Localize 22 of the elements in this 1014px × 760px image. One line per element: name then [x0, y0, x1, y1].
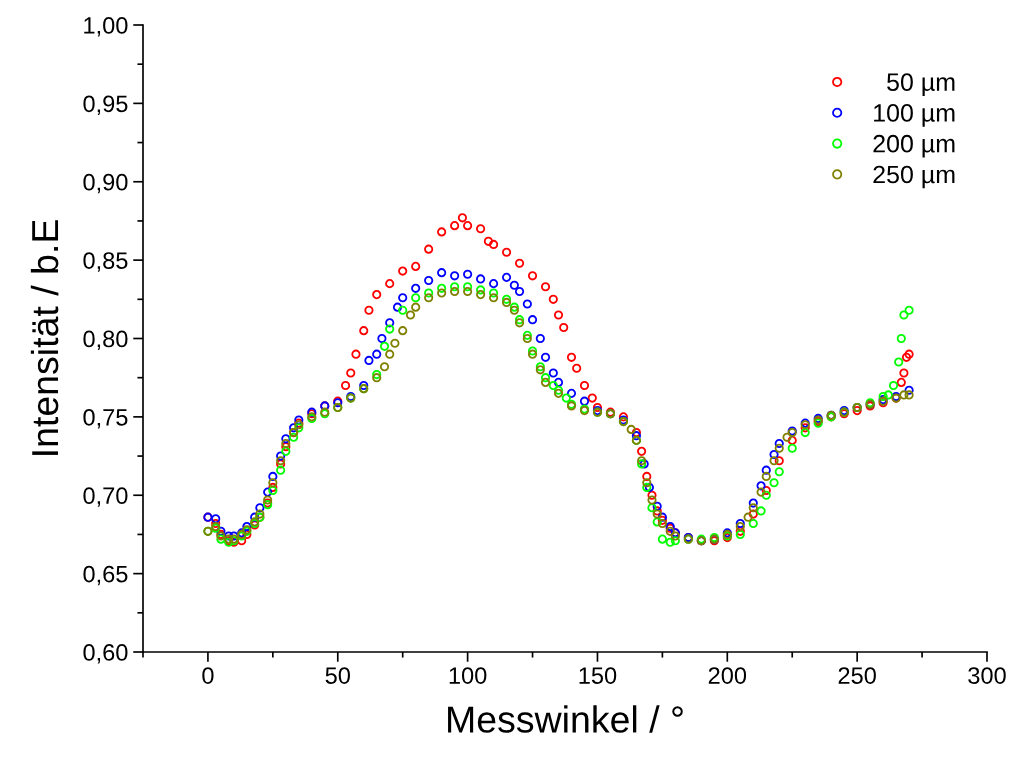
legend-label: 50 µm — [887, 73, 955, 96]
y-tick-label: 0,70 — [83, 487, 128, 507]
x-tick-label: 200 — [708, 667, 747, 684]
y-tick-label: 0,65 — [83, 565, 128, 586]
y-tick-label: 1,00 — [84, 17, 128, 37]
x-tick-label: 150 — [579, 667, 617, 684]
x-tick-label: 50 — [325, 667, 350, 684]
y-tick-label: 0,90 — [83, 173, 128, 194]
y-tick-label: 0,80 — [83, 330, 128, 351]
x-tick-label: 300 — [968, 667, 1006, 684]
legend-label: 200 µm — [873, 134, 955, 158]
y-tick-label: 0,95 — [83, 95, 128, 115]
legend-label: 250 µm — [873, 165, 955, 189]
y-tick-label: 0,75 — [83, 408, 128, 429]
x-tick-label: 0 — [202, 667, 214, 684]
x-axis-title: Messwinkel / ° — [448, 705, 683, 733]
y-axis-title: Intensität / b.E — [30, 220, 59, 455]
x-tick-label: 250 — [838, 667, 876, 684]
legend-label: 100 µm — [874, 104, 955, 127]
y-tick-label: 0,60 — [83, 644, 128, 664]
y-tick-label: 0,85 — [83, 252, 128, 272]
x-tick-label: 100 — [449, 667, 487, 684]
